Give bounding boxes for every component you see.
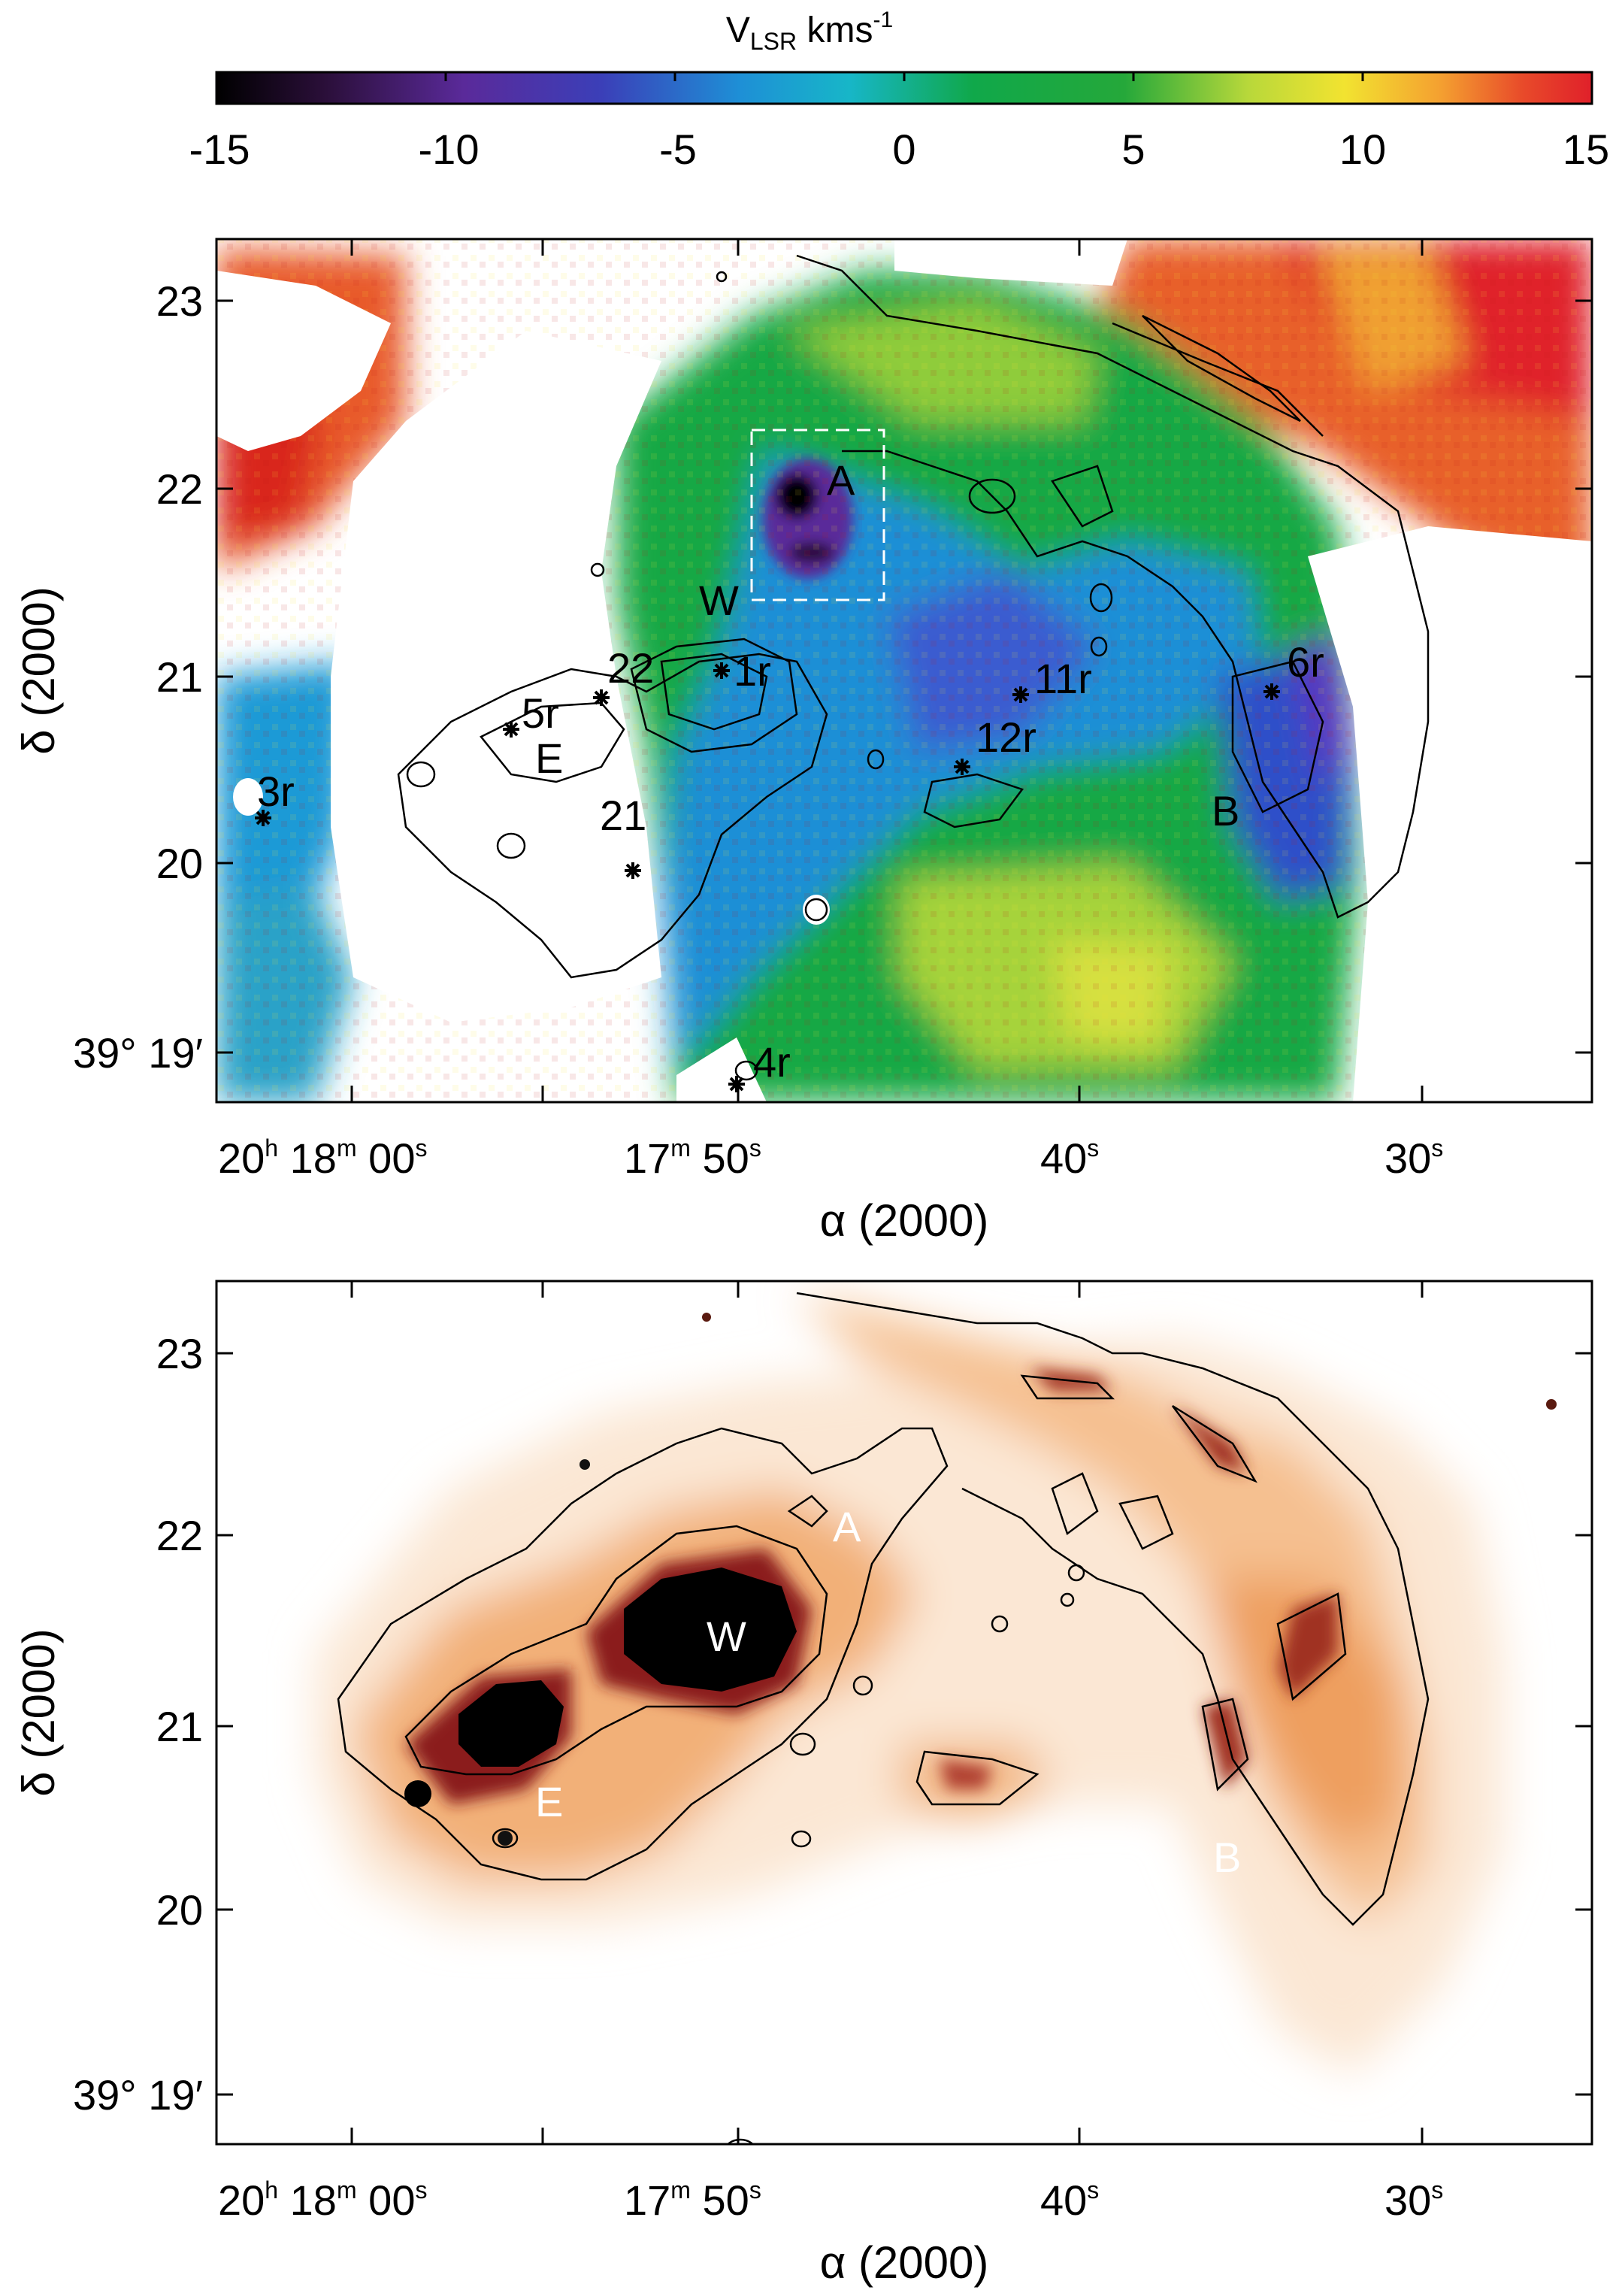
y-axis-title: δ (2000) (14, 1628, 64, 1797)
region-label-w: W (699, 577, 739, 624)
star-label-3r: 3r (257, 768, 295, 815)
star-marker (503, 721, 519, 738)
y-tick: 21 (156, 1703, 203, 1750)
star-label-4r: 4r (753, 1038, 791, 1086)
colorbar-tick: 10 (1339, 126, 1386, 173)
y-tick: 39° 19′ (73, 2071, 203, 2119)
region-label-a: A (827, 456, 855, 504)
bottom-panel-frame (215, 1280, 1593, 2146)
x-tick-20h18m00s: 20h 18m 00s (218, 1134, 427, 1182)
star-label-6r: 6r (1287, 638, 1324, 686)
star-marker (1012, 686, 1029, 703)
y-tick: 23 (156, 277, 203, 325)
colorbar-ticks (215, 72, 1593, 81)
colorbar-tick: 15 (1563, 126, 1609, 173)
region-label-b: B (1213, 1834, 1241, 1881)
bottom-panel-contours (337, 1292, 1430, 2144)
region-label-e: E (535, 1778, 563, 1825)
star-marker (593, 689, 610, 706)
colorbar: VLSR kms-1 -15 -10 -5 0 5 10 15 (189, 8, 1610, 173)
colorbar-tick-labels: -15 -10 -5 0 5 10 15 (189, 126, 1610, 173)
y-axis-title: δ (2000) (14, 586, 64, 755)
star-label-12r: 12r (976, 713, 1036, 761)
star-label-21: 21 (600, 792, 646, 839)
x-axis-title: α (2000) (820, 1195, 989, 1246)
emission-map-panel: A W E B 23 22 21 20 39° 19′ 20h 18m 00s … (14, 1280, 1593, 2288)
star-label-1r: 1r (734, 647, 771, 695)
colorbar-title: VLSR kms-1 (726, 8, 893, 55)
top-axis-ticks (216, 239, 1592, 1102)
star-marker (255, 810, 271, 826)
star-label-22: 22 (607, 644, 654, 692)
y-tick: 21 (156, 653, 203, 701)
velocity-map-image (216, 239, 1592, 1102)
region-a-box (750, 429, 885, 601)
colorbar-tick: -5 (659, 126, 697, 173)
colorbar-tick: -10 (419, 126, 480, 173)
top-panel-contours (397, 254, 1430, 1081)
y-tick: 39° 19′ (73, 1029, 203, 1077)
region-label-w: W (707, 1613, 746, 1660)
star-marker (728, 1076, 745, 1092)
star-marker (625, 862, 641, 879)
region-label-e: E (535, 735, 563, 782)
star-markers (255, 662, 1280, 1092)
star-marker (1263, 683, 1280, 700)
x-tick-40s: 40s (1040, 1134, 1099, 1182)
top-panel-frame (215, 238, 1593, 1104)
colorbar-tick: 5 (1121, 126, 1145, 173)
region-label-b: B (1212, 787, 1239, 834)
x-tick-20h18m00s: 20h 18m 00s (218, 2176, 427, 2224)
star-marker (954, 759, 970, 775)
x-axis-title: α (2000) (820, 2237, 989, 2288)
x-tick-17m50s: 17m 50s (624, 1134, 761, 1182)
star-label-11r: 11r (1034, 655, 1092, 702)
colorbar-tick: -15 (189, 126, 250, 173)
y-tick: 20 (156, 1886, 203, 1934)
velocity-map-panel: 1r 3r 4r 5r 6r 11r 12r 21 22 A W E B 23 … (14, 238, 1593, 1246)
y-tick: 20 (156, 840, 203, 887)
y-tick: 22 (156, 1512, 203, 1559)
y-tick: 23 (156, 1330, 203, 1377)
star-label-5r: 5r (522, 689, 559, 737)
x-tick-30s: 30s (1384, 1134, 1443, 1182)
colorbar-tick: 0 (892, 126, 915, 173)
x-tick-40s: 40s (1040, 2176, 1099, 2224)
star-marker (713, 662, 730, 679)
emission-map-image (216, 1281, 1592, 2144)
x-tick-30s: 30s (1384, 2176, 1443, 2224)
region-label-a: A (833, 1503, 861, 1550)
y-tick: 22 (156, 465, 203, 513)
bottom-axis-ticks (216, 1281, 1592, 2144)
x-tick-17m50s: 17m 50s (624, 2176, 761, 2224)
